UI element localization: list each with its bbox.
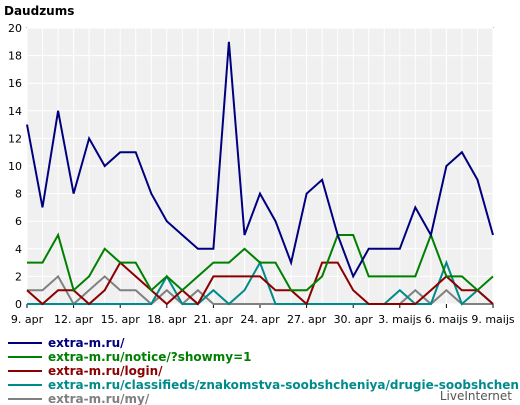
y-tick-label: 20 — [8, 22, 22, 35]
y-axis: 0 2 4 6 8 10 12 14 16 18 20 — [8, 22, 22, 311]
y-tick-label: 10 — [8, 160, 22, 173]
brand-label: LiveInternet — [440, 389, 512, 403]
series-group — [26, 41, 494, 306]
series-line-1 — [26, 41, 494, 279]
legend: extra-m.ru/extra-m.ru/notice/?showmy=1ex… — [8, 336, 520, 405]
x-tick-label: 3. maijs — [378, 313, 422, 326]
x-tick-label: 9. maijs — [471, 313, 515, 326]
x-tick-label: 27. apr — [287, 313, 327, 326]
x-tick-label: 6. maijs — [425, 313, 469, 326]
x-tick-label: 21. apr — [194, 313, 234, 326]
x-tick-label: 24. apr — [240, 313, 280, 326]
y-tick-label: 18 — [8, 50, 22, 63]
y-tick-label: 2 — [15, 270, 22, 283]
series-line-5 — [27, 274, 493, 306]
y-tick-label: 0 — [15, 298, 22, 311]
y-tick-label: 14 — [8, 105, 22, 118]
x-tick-label: 12. apr — [54, 313, 94, 326]
legend-label: extra-m.ru/login/ — [48, 364, 163, 378]
legend-label: extra-m.ru/notice/?showmy=1 — [48, 350, 252, 364]
y-tick-label: 4 — [15, 243, 22, 256]
x-tick-label: 30. apr — [334, 313, 374, 326]
legend-label: extra-m.ru/ — [48, 336, 125, 350]
x-axis: 9. apr 12. apr 15. apr 18. apr 21. apr 24. ap… — [11, 304, 515, 326]
chart-title: Daudzums — [4, 4, 74, 18]
y-tick-label: 6 — [15, 215, 22, 228]
y-tick-label: 8 — [15, 188, 22, 201]
legend-label: extra-m.ru/classifieds/znakomstva-soobsh… — [48, 378, 520, 392]
grid-lines — [26, 27, 494, 305]
x-tick-label: 9. apr — [11, 313, 44, 326]
y-tick-label: 12 — [8, 132, 22, 145]
legend-label: extra-m.ru/my/ — [48, 392, 150, 405]
series-line-3 — [26, 261, 494, 306]
x-tick-label: 18. apr — [147, 313, 187, 326]
series-line-2 — [27, 232, 494, 293]
y-tick-label: 16 — [8, 77, 22, 90]
x-tick-label: 15. apr — [101, 313, 141, 326]
